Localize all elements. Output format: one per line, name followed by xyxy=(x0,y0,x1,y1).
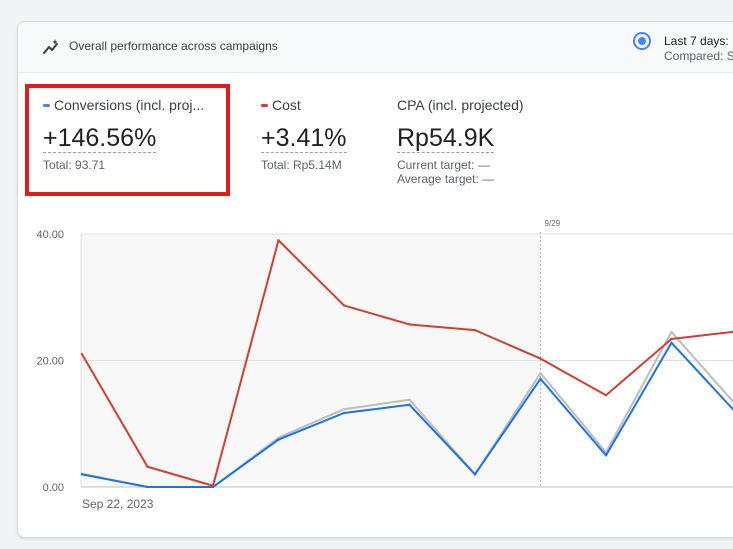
data-point xyxy=(342,408,346,411)
data-point xyxy=(342,411,346,415)
cost-value: +3.41% xyxy=(261,124,347,153)
cost-total: Total: Rp5.14M xyxy=(261,158,342,172)
data-point xyxy=(408,403,411,406)
data-point xyxy=(80,473,84,476)
data-point xyxy=(539,357,542,360)
metric-conversions[interactable]: Conversions (incl. proj... +146.56% Tota… xyxy=(43,97,204,172)
conversions-swatch xyxy=(43,103,50,107)
data-point xyxy=(277,239,280,242)
data-point xyxy=(670,341,673,344)
data-point xyxy=(211,484,215,487)
data-point xyxy=(473,473,477,476)
performance-card: Overall performance across campaigns Las… xyxy=(17,21,733,538)
cpa-value: Rp54.9K xyxy=(397,124,495,153)
compared-label: Compared: S xyxy=(664,49,733,63)
data-point xyxy=(670,330,673,334)
cost-swatch xyxy=(261,103,268,107)
performance-chart: 0.00 20.00 40.00 9/29 Sep 22, 2023 xyxy=(36,219,733,511)
cpa-current-target: Current target: — xyxy=(397,158,490,172)
sparkline-icon xyxy=(43,39,58,54)
y-tick-label: 0.00 xyxy=(43,482,64,494)
data-point xyxy=(539,377,542,381)
cpa-label: CPA (incl. projected) xyxy=(397,97,524,113)
data-point xyxy=(342,304,346,307)
x-start-label: Sep 22, 2023 xyxy=(82,497,154,511)
cpa-average-target: Average target: — xyxy=(397,172,495,186)
date-range-label[interactable]: Last 7 days: xyxy=(664,34,729,48)
y-tick-label: 40.00 xyxy=(36,229,64,241)
data-point xyxy=(408,323,411,326)
card-header: Overall performance across campaigns Las… xyxy=(18,22,733,73)
metric-cpa[interactable]: CPA (incl. projected) Rp54.9K Current ta… xyxy=(397,97,524,186)
cost-label: Cost xyxy=(272,97,301,113)
data-point xyxy=(80,352,84,356)
data-point xyxy=(473,328,477,332)
data-point xyxy=(539,371,542,375)
data-point xyxy=(146,465,149,468)
data-point xyxy=(408,398,411,401)
highlight-box xyxy=(25,84,230,196)
conversions-label: Conversions (incl. proj... xyxy=(54,97,205,113)
data-point xyxy=(604,454,608,457)
metric-cost[interactable]: Cost +3.41% Total: Rp5.14M xyxy=(261,97,347,172)
date-range-radio[interactable] xyxy=(633,32,651,50)
conversions-total: Total: 93.71 xyxy=(43,158,106,172)
date-marker-label: 9/29 xyxy=(545,219,561,228)
data-point xyxy=(277,438,280,441)
y-tick-label: 20.00 xyxy=(36,356,64,368)
card-title: Overall performance across campaigns xyxy=(69,39,278,53)
data-point xyxy=(670,337,673,341)
data-point xyxy=(604,394,608,397)
conversions-value: +146.56% xyxy=(43,124,157,153)
data-point xyxy=(146,485,149,489)
